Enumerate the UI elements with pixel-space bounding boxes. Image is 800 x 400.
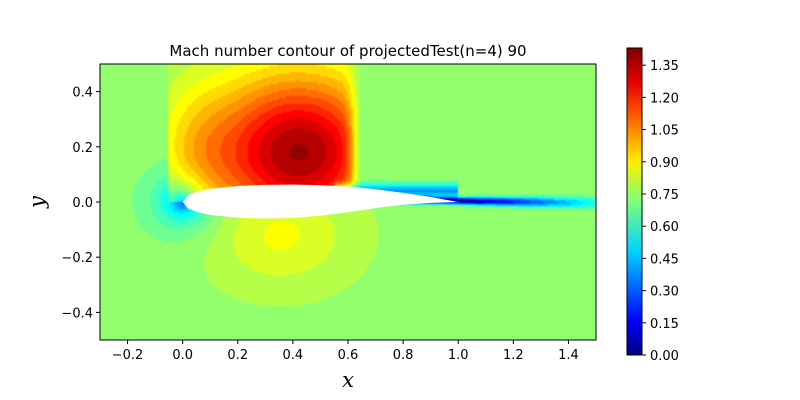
colorbar-tick-label: 0.00 <box>650 349 679 364</box>
colorbar-tick-label: 0.30 <box>650 285 679 300</box>
colorbar-tick-label: 0.15 <box>650 317 679 332</box>
y-tick-label: 0.4 <box>72 86 93 101</box>
colorbar-tick-label: 1.05 <box>650 124 679 139</box>
colorbar-tick-label: 1.35 <box>650 59 679 74</box>
colorbar-ticks: 0.00 0.15 0.30 0.45 0.60 0.75 0.90 1.05 1.20 1.35 <box>642 59 679 364</box>
colorbar-tick-label: 0.45 <box>650 252 679 267</box>
x-axis: −0.2 0.0 0.2 0.4 0.6 0.8 1.0 1.2 1.4 <box>112 340 579 363</box>
airfoil-shape <box>182 184 459 219</box>
y-tick-label: −0.2 <box>61 251 93 266</box>
x-tick-label: 0.8 <box>393 348 414 363</box>
y-tick-label: 0.2 <box>72 141 93 156</box>
colorbar-tick-label: 0.60 <box>650 220 679 235</box>
x-tick-label: 1.2 <box>503 348 524 363</box>
y-axis: 0.4 0.2 0.0 −0.2 −0.4 <box>61 86 100 321</box>
x-tick-label: 0.4 <box>283 348 304 363</box>
y-tick-label: 0.0 <box>72 196 93 211</box>
colorbar-gradient <box>626 47 643 356</box>
x-tick-label: 0.2 <box>227 348 248 363</box>
x-tick-label: 1.0 <box>448 348 469 363</box>
colorbar-tick-label: 1.20 <box>650 91 679 106</box>
x-tick-label: 1.4 <box>558 348 579 363</box>
y-axis-label: y <box>25 195 49 209</box>
x-tick-label: 0.6 <box>338 348 359 363</box>
x-tick-label: 0.0 <box>172 348 193 363</box>
x-tick-label: −0.2 <box>112 348 144 363</box>
colorbar: 0.00 0.15 0.30 0.45 0.60 0.75 0.90 1.05 1.20 1.35 <box>626 47 679 364</box>
x-axis-label: x <box>342 368 354 392</box>
y-tick-label: −0.4 <box>61 306 93 321</box>
chart-title: Mach number contour of projectedTest(n=4… <box>169 42 526 60</box>
colorbar-tick-label: 0.75 <box>650 188 679 203</box>
colorbar-tick-label: 0.90 <box>650 156 679 171</box>
